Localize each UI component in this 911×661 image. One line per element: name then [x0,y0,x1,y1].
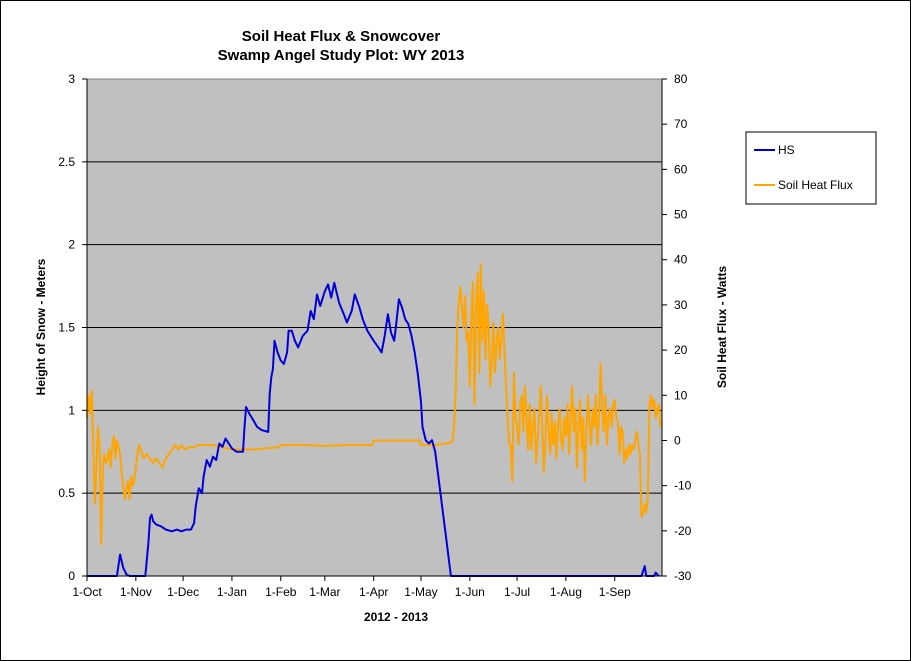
x-tick-label: 1-Jun [455,585,485,599]
series-line-hs [87,281,660,577]
chart-subtitle: Swamp Angel Study Plot: WY 2013 [218,47,465,64]
y2-tick-label: 70 [674,117,688,131]
y-tick-label: 0.5 [58,486,75,500]
y-tick-label: 2 [68,238,75,252]
y2-tick-label: 40 [674,253,688,267]
x-tick-label: 1-Sep [599,585,631,599]
x-tick-label: 1-Feb [265,585,297,599]
y-tick-label: 1 [68,403,75,417]
legend-label-soil-heat-flux: Soil Heat Flux [778,178,853,192]
y2-tick-label: 30 [674,298,688,312]
x-tick-label: 1-Jul [504,585,530,599]
x-axis-label: 2012 - 2013 [364,610,428,624]
x-tick-label: 1-Oct [72,585,102,599]
y-tick-label: 3 [68,72,75,86]
axes: 0 0.5 1 1.5 2 2.5 3 -30 -20 -10 0 10 20 30 40 50 60 70 80 1… [58,72,691,599]
y2-tick-label: 20 [674,343,688,357]
legend-box [745,131,877,205]
x-tick-label: 1-Jan [217,585,247,599]
x-tick-label: 1-Apr [359,585,388,599]
y2-tick-label: 80 [674,72,688,86]
y2-axis-label: Soil Heat Flux - Watts [715,266,729,389]
y-axis-label: Height of Snow - Meters [34,258,48,395]
x-tick-label: 1-Aug [550,585,582,599]
y2-tick-label: -30 [674,569,692,583]
y2-tick-label: 0 [674,433,681,447]
series-layer [86,263,662,577]
y2-tick-label: 10 [674,388,688,402]
y2-tick-label: 50 [674,208,688,222]
y-tick-label: 2.5 [58,155,75,169]
x-tick-label: 1-Mar [309,585,340,599]
series-line-soil-heat-flux [86,263,662,546]
y2-tick-label: -20 [674,524,692,538]
legend-label-hs: HS [778,143,795,157]
x-tick-label: 1-Nov [120,585,152,599]
y-tick-label: 1.5 [58,321,75,335]
x-tick-label: 1-May [404,585,437,599]
y-tick-label: 0 [68,569,75,583]
chart-title: Soil Heat Flux & Snowcover [242,28,441,45]
legend: HS Soil Heat Flux [745,131,877,205]
y2-tick-label: 60 [674,162,688,176]
x-tick-label: 1-Dec [167,585,199,599]
y2-tick-label: -10 [674,479,692,493]
